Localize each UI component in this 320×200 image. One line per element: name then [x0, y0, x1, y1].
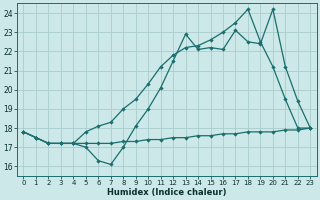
X-axis label: Humidex (Indice chaleur): Humidex (Indice chaleur) [107, 188, 227, 197]
